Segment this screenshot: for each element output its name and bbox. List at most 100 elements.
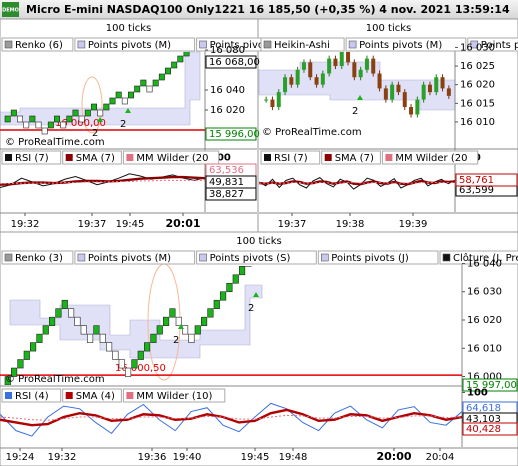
time-label: 20:04: [426, 452, 455, 463]
time-label: 19:32: [11, 219, 40, 230]
indicator-tab[interactable]: [196, 250, 317, 265]
renko-brick: [87, 333, 94, 343]
indicator-tab[interactable]: [467, 37, 518, 52]
price-tick-label: 16 020: [210, 105, 245, 116]
legend-swatch: [5, 392, 12, 399]
price-tick-label: 16 010: [467, 343, 502, 354]
price-tick-label: 16 025: [460, 61, 495, 72]
renko-brick: [207, 308, 214, 318]
rsi-legend-tab[interactable]: [1, 150, 62, 165]
rsi-legend-tab[interactable]: [62, 150, 122, 165]
price-tick-label: 16 020: [460, 80, 495, 91]
renko-brick: [17, 115, 24, 123]
rsi-legend-tab[interactable]: [62, 388, 122, 403]
rsi-value-label: 58,761: [459, 175, 494, 186]
price-tick-label: 16 020: [467, 315, 502, 326]
tab-swatch: [77, 253, 86, 262]
time-label: 19:24: [6, 452, 35, 463]
legend-swatch: [324, 154, 332, 161]
renko-brick: [11, 367, 18, 377]
heikin-candle: [314, 77, 319, 85]
price-tick-label: 16 040: [210, 85, 245, 96]
indicator-tab[interactable]: [74, 250, 196, 265]
indicator-tab[interactable]: [1, 250, 74, 265]
renko-brick: [201, 316, 208, 326]
tab-label: Points pivots (M): [359, 40, 442, 51]
tab-swatch: [263, 40, 272, 49]
heikin-candle: [346, 52, 351, 63]
timeframe-label: 100 ticks: [236, 236, 281, 247]
price-tick-label: 16 080: [210, 45, 245, 56]
rsi-pane: [0, 173, 205, 188]
indicator-tab[interactable]: [1, 37, 74, 52]
rsi-legend-tab[interactable]: [260, 150, 321, 165]
rsi-value-box: [462, 422, 518, 436]
renko-brick: [158, 73, 165, 81]
indicator-tab[interactable]: [260, 37, 345, 52]
tab-swatch: [77, 40, 86, 49]
pivot-line-label: 16 000,50: [115, 363, 166, 374]
tab-label: Points pivots (J): [331, 253, 409, 264]
rsi-legend-tab[interactable]: [381, 150, 479, 165]
price-tick-label: 16 010: [460, 117, 495, 128]
renko-brick: [226, 282, 233, 293]
time-label: 19:37: [78, 219, 107, 230]
rsi-line: [0, 408, 462, 427]
renko-brick: [232, 274, 239, 284]
rsi-legend-tab[interactable]: [122, 388, 226, 403]
renko-brick: [74, 316, 81, 326]
renko-brick: [220, 291, 227, 301]
legend-swatch: [264, 154, 271, 161]
renko-brick: [72, 109, 79, 117]
renko-brick: [134, 85, 141, 93]
tab-swatch: [4, 40, 13, 49]
renko-brick: [97, 109, 104, 117]
rsi-legend-tab[interactable]: [321, 150, 381, 165]
rsi-pane: [259, 177, 455, 190]
price-tick-label: 16 000: [467, 372, 502, 383]
window-frame: [0, 18, 518, 466]
tab-label: Renko (3): [15, 253, 63, 264]
renko-brick: [35, 121, 42, 129]
heikin-candle: [371, 58, 376, 74]
renko-brick: [118, 359, 125, 369]
renko-brick: [60, 121, 67, 129]
renko-brick: [55, 308, 62, 318]
heikin-candle: [415, 99, 420, 115]
legend-swatch: [65, 154, 73, 161]
tab-label: Points pivots (M): [88, 40, 171, 51]
rsi-legend-label: SMA (7): [335, 153, 374, 164]
indicator-tab[interactable]: [74, 37, 196, 52]
renko-brick: [165, 67, 171, 75]
rsi-legend-tab[interactable]: [122, 150, 220, 165]
copyright: © ProRealTime.com: [5, 374, 105, 385]
renko-brick: [128, 91, 134, 99]
copyright: © ProRealTime.com: [5, 137, 105, 148]
indicator-tab[interactable]: [345, 37, 467, 52]
renko-brick: [171, 61, 178, 69]
price-tick-label: 16 030: [467, 287, 502, 298]
renko-brick: [47, 121, 54, 129]
chart-panel: 100 ticks Renko (3) Points pivots (M) Point…: [0, 236, 518, 463]
rsi-legend-tab[interactable]: [1, 388, 62, 403]
indicator-tab[interactable]: [439, 250, 518, 265]
signal-arrow: [178, 324, 184, 329]
renko-brick: [106, 342, 113, 352]
rsi-line: [0, 175, 205, 186]
indicator-tab[interactable]: [317, 250, 439, 265]
signal-arrow: [125, 108, 131, 113]
heikin-candle: [308, 62, 313, 78]
heikin-candle: [421, 84, 426, 100]
title-bar: [0, 0, 518, 19]
rsi-value-label: 63,536: [209, 165, 244, 176]
rsi-legend-label: RSI (7): [274, 153, 308, 164]
price-box-label: 15 997,00: [466, 380, 517, 391]
renko-brick: [140, 79, 147, 87]
price-tick-label: 16 030: [460, 42, 495, 53]
renko-brick: [66, 115, 73, 123]
rsi-pane: [0, 402, 462, 437]
demo-badge: [2, 2, 19, 17]
rsi-line: [0, 414, 462, 421]
heikin-candle: [446, 88, 451, 96]
time-label: 19:36: [138, 452, 167, 463]
